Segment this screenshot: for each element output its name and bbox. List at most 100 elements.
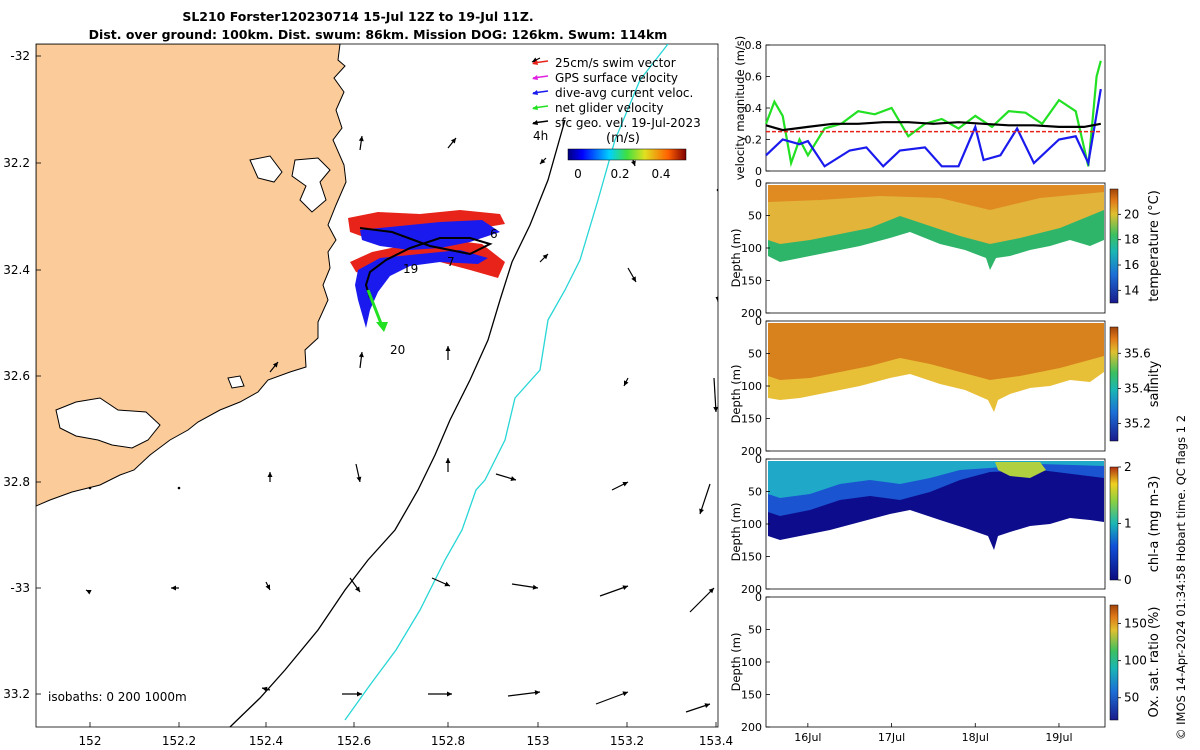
geo-velocity-arrow-head — [171, 585, 176, 591]
geo-velocity-arrow-head — [704, 703, 710, 708]
salinity-ylabel: Depth (m) — [729, 365, 743, 424]
map-y-tick-label: 32.8 — [3, 475, 30, 489]
geo-velocity-arrow-head — [699, 508, 704, 514]
day-label-7: 7 — [447, 255, 455, 269]
geo-velocity-arrow-head — [86, 590, 92, 595]
depth-y-tick-label: 50 — [748, 348, 762, 361]
isobath-1000m — [344, 44, 669, 721]
geo-velocity-arrow-head — [715, 297, 718, 302]
map-y-tick-label: 32.6 — [3, 369, 30, 383]
time-tick-label: 17Jul — [878, 731, 905, 744]
legend-label: dive-avg current veloc. — [555, 86, 693, 100]
geo-velocity-arrows — [85, 57, 723, 713]
day-label-20: 20 — [390, 343, 405, 357]
legend-swatch-head — [532, 120, 538, 125]
temperature-ylabel: Depth (m) — [729, 229, 743, 288]
colorbar-tick-label: 35.4 — [1124, 381, 1151, 395]
isobaths-label: isobaths: 0 200 1000m — [48, 690, 187, 704]
depth-y-tick-label: 150 — [741, 275, 762, 288]
geo-velocity-arrow-head — [262, 686, 268, 692]
chla-colorbar — [1109, 466, 1119, 581]
depth-y-tick-label: 100 — [741, 380, 762, 393]
day-label-19: 19 — [403, 262, 418, 276]
map-x-tick-label: 153 — [527, 734, 550, 748]
geo-velocity-arrow-head — [358, 136, 364, 142]
glider-path — [359, 227, 493, 299]
depth-y-tick-label: 150 — [741, 689, 762, 702]
salinity-colorbar — [1109, 326, 1119, 442]
depth-y-tick-label: 50 — [748, 210, 762, 223]
geo-velocity-arrow-head — [357, 691, 362, 697]
lake-shape — [227, 375, 245, 389]
figure-title-line1: SL210 Forster120230714 15-Jul 12Z to 19-… — [182, 9, 533, 24]
velocity-series-line — [765, 121, 1102, 132]
geo-velocity-arrow-head — [267, 472, 273, 477]
figure-title-line2: Dist. over ground: 100km. Dist. swum: 86… — [89, 27, 668, 42]
map-y-tick-label: 32.4 — [3, 263, 30, 277]
salinity-colorbar-label: salinity — [1147, 360, 1162, 407]
colorbar-tick-label: 100 — [1124, 654, 1147, 668]
chla-panel: 0 50 100 150 200 Depth (m) 0 1 2 chl-a (mg m-3… — [729, 453, 1162, 596]
credit-text: © IMOS 14-Apr-2024 01:34:58 Hobart time.… — [1174, 415, 1188, 740]
geo-velocity-arrow-head — [713, 406, 718, 412]
map-x-tick-label: 152 — [79, 734, 102, 748]
velocity-y-tick-label: 0.2 — [745, 134, 763, 147]
chla-surface-layer — [768, 461, 1104, 498]
map-x-tick-label: 152.4 — [249, 734, 283, 748]
time-tick-label: 18Jul — [962, 731, 989, 744]
geo-velocity-arrow — [689, 587, 715, 613]
colorbar-tick-label: 2 — [1124, 460, 1132, 474]
geo-velocity-arrow-head — [444, 581, 450, 587]
map-x-tick-label: 152.8 — [431, 734, 465, 748]
geo-velocity-arrow-head — [358, 352, 364, 358]
depth-y-tick-label: 100 — [741, 656, 762, 669]
geo-velocity-arrow-head — [622, 585, 628, 591]
temperature-colorbar-label: temperature (°C) — [1147, 190, 1162, 302]
geo-velocity-arrow — [88, 486, 92, 490]
velocity-y-tick-label: 0.6 — [745, 71, 763, 84]
depth-y-tick-label: 50 — [748, 486, 762, 499]
geo-velocity-arrow-head — [356, 476, 362, 482]
map-x-tick-label: 153.2 — [610, 734, 644, 748]
geo-velocity-arrow — [717, 58, 718, 61]
geo-velocity-arrow — [595, 691, 629, 705]
geo-velocity-arrow — [699, 483, 711, 515]
velocity-series-line — [765, 88, 1102, 168]
map-y-tick-label: -32 — [10, 49, 30, 63]
map-x-tick-label: 152.6 — [337, 734, 371, 748]
salinity-high-layer — [768, 323, 1104, 380]
geo-velocity-arrow-head — [542, 254, 548, 260]
depth-y-tick-label: 100 — [741, 518, 762, 531]
geo-velocity-arrow-head — [272, 362, 278, 368]
glider-track — [348, 210, 505, 332]
geo-velocity-arrow-head — [534, 690, 540, 696]
oxygen-panel: 0 50 100 150 200 Depth (m) 50 100 150 Ox. sat.… — [729, 591, 1162, 734]
speed-colorbar — [567, 148, 687, 161]
chla-ylabel: Depth (m) — [729, 503, 743, 562]
time-tick-label: 16Jul — [794, 731, 821, 744]
oxygen-ylabel: Depth (m) — [729, 633, 743, 692]
geo-velocity-arrow-head — [631, 160, 636, 166]
chla-maximum-patch — [995, 462, 1046, 478]
geo-velocity-arrow-head — [718, 69, 723, 74]
lake-shape — [249, 155, 283, 183]
dive-avg-current-area — [355, 250, 488, 328]
lake-shape — [55, 397, 161, 449]
legend-label: sfc geo. vel. 19-Jul-2023 — [555, 116, 701, 130]
colorbar-tick: 0 — [574, 167, 582, 181]
depth-y-tick-label: 50 — [748, 624, 762, 637]
depth-y-tick-label: 200 — [741, 445, 762, 458]
colorbar-title: (m/s) — [606, 131, 640, 146]
temperature-panel: 0 50 100 150 200 Depth (m) 14 16 18 20 temperat… — [729, 177, 1162, 320]
colorbar-tick-label: 18 — [1124, 233, 1139, 247]
depth-y-tick-label: 200 — [741, 307, 762, 320]
depth-y-tick-label: 0 — [755, 177, 762, 190]
depth-y-tick-label: 150 — [741, 551, 762, 564]
legend-swatch-head — [532, 60, 538, 65]
legend-swatch-head — [532, 75, 538, 80]
map-x-axis: 152 152.2 152.4 152.6 152.8 153 153.2 153.4 — [79, 722, 733, 748]
lake-shape — [291, 157, 331, 213]
legend-label: 25cm/s swim vector — [555, 56, 676, 70]
legend-swatch-head — [532, 90, 538, 95]
geo-velocity-arrow-head — [265, 584, 270, 590]
